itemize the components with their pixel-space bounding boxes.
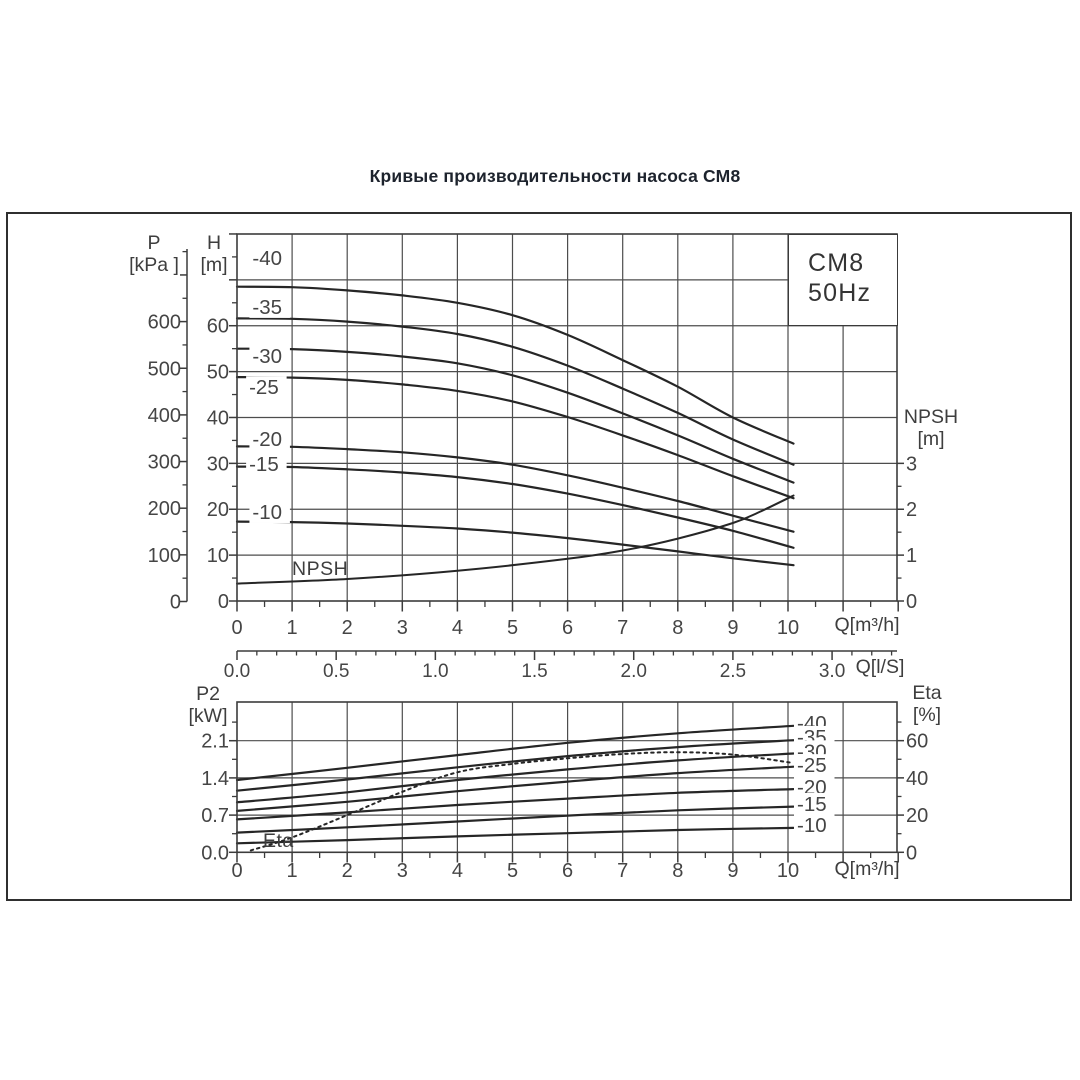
svg-text:60: 60	[207, 316, 229, 338]
svg-text:-25: -25	[797, 754, 827, 777]
svg-text:3.0: 3.0	[819, 661, 845, 682]
svg-text:40: 40	[906, 768, 928, 790]
svg-text:10: 10	[207, 545, 229, 567]
svg-text:20: 20	[207, 499, 229, 521]
svg-text:20: 20	[906, 805, 928, 827]
svg-text:2.5: 2.5	[720, 661, 746, 682]
svg-text:1.5: 1.5	[521, 661, 547, 682]
h-axis-header-line2: [m]	[200, 254, 228, 276]
bottom-curve-labels: -40-35-30-25-20-15-10	[794, 712, 835, 837]
svg-text:2: 2	[342, 860, 353, 882]
npsh-axis-header-line1: NPSH	[903, 406, 959, 428]
svg-text:-10: -10	[797, 814, 827, 837]
npsh-curve-label: NPSH	[292, 558, 349, 580]
svg-text:-30: -30	[252, 345, 282, 368]
q-m3h-label-bottom: Q[m³/h]	[834, 858, 900, 880]
svg-text:5: 5	[507, 860, 518, 882]
p2-axis-header-line1: P2	[196, 683, 220, 705]
pump-frequency: 50Hz	[808, 279, 872, 307]
pump-model-name: CM8	[808, 249, 865, 277]
svg-text:-35: -35	[252, 296, 282, 319]
svg-text:0: 0	[231, 617, 242, 639]
svg-text:50: 50	[207, 362, 229, 384]
svg-text:0.0: 0.0	[201, 842, 229, 864]
bottom-chart: -40-35-30-25-20-15-100.00.71.42.10204060…	[201, 701, 928, 882]
svg-text:7: 7	[617, 860, 628, 882]
npsh-axis-header-line2: [m]	[917, 428, 945, 450]
svg-text:9: 9	[727, 860, 738, 882]
p-axis-header: P [kPa ]	[121, 232, 187, 276]
top-chart: -40-35-30-25-20-15-100100200300400500600…	[148, 233, 917, 682]
svg-text:0.5: 0.5	[323, 661, 349, 682]
top-curve-labels: -40 -35 -30 -25 -20-15 -10	[246, 246, 290, 524]
svg-text:200: 200	[148, 498, 181, 520]
svg-text:8: 8	[672, 860, 683, 882]
svg-text:500: 500	[148, 358, 181, 380]
q-ls-label: Q[l/S]	[855, 656, 905, 678]
svg-text:7: 7	[617, 617, 628, 639]
p-axis-header-line2: [kPa ]	[129, 254, 179, 276]
svg-text:-15: -15	[797, 793, 827, 816]
svg-text:6: 6	[562, 860, 573, 882]
svg-text:-20: -20	[252, 428, 282, 451]
p-axis-header-line1: P	[147, 232, 161, 254]
q-m3h-label-top: Q[m³/h]	[834, 614, 900, 636]
eta-axis-header: Eta [%]	[896, 682, 958, 726]
svg-text:0: 0	[906, 591, 917, 613]
svg-text:-10: -10	[252, 501, 282, 524]
svg-text:2.1: 2.1	[201, 731, 229, 753]
svg-text:0: 0	[170, 592, 181, 614]
svg-text:2: 2	[906, 499, 917, 521]
svg-text:4: 4	[452, 860, 463, 882]
svg-text:2: 2	[342, 617, 353, 639]
svg-text:1: 1	[287, 860, 298, 882]
eta-axis-header-line1: Eta	[912, 682, 942, 704]
svg-text:4: 4	[452, 617, 463, 639]
eta-curve-label: Eta	[263, 830, 294, 852]
svg-text:1: 1	[287, 617, 298, 639]
p2-axis-header: P2 [kW]	[175, 683, 241, 727]
svg-text:400: 400	[148, 405, 181, 427]
svg-text:30: 30	[207, 453, 229, 475]
svg-text:2.0: 2.0	[621, 661, 647, 682]
h-axis-header: H [m]	[184, 232, 244, 276]
svg-text:9: 9	[727, 617, 738, 639]
figure-frame	[6, 212, 1072, 901]
svg-text:60: 60	[906, 731, 928, 753]
pump-model-box: CM8 50Hz	[788, 234, 898, 326]
svg-text:-15: -15	[249, 453, 279, 476]
svg-text:-40: -40	[252, 247, 282, 270]
svg-text:0: 0	[218, 591, 229, 613]
svg-text:3: 3	[397, 860, 408, 882]
svg-text:1: 1	[906, 545, 917, 567]
svg-text:0: 0	[906, 842, 917, 864]
svg-text:600: 600	[148, 312, 181, 334]
svg-text:40: 40	[207, 407, 229, 429]
svg-text:8: 8	[672, 617, 683, 639]
svg-text:0: 0	[231, 860, 242, 882]
svg-text:0.7: 0.7	[201, 805, 229, 827]
svg-text:3: 3	[906, 453, 917, 475]
page-title: Кривые производительности насоса СМ8	[369, 166, 741, 186]
svg-text:1.0: 1.0	[422, 661, 448, 682]
svg-text:10: 10	[777, 860, 799, 882]
svg-text:-25: -25	[249, 376, 279, 399]
svg-text:3: 3	[397, 617, 408, 639]
eta-axis-header-line2: [%]	[912, 704, 942, 726]
h-axis-header-line1: H	[206, 232, 222, 254]
svg-text:100: 100	[148, 545, 181, 567]
svg-text:10: 10	[777, 617, 799, 639]
svg-text:1.4: 1.4	[201, 768, 229, 790]
svg-text:5: 5	[507, 617, 518, 639]
svg-text:300: 300	[148, 452, 181, 474]
p2-axis-header-line2: [kW]	[188, 705, 228, 727]
npsh-axis-header: NPSH [m]	[897, 406, 965, 450]
svg-text:6: 6	[562, 617, 573, 639]
svg-text:0.0: 0.0	[224, 661, 250, 682]
